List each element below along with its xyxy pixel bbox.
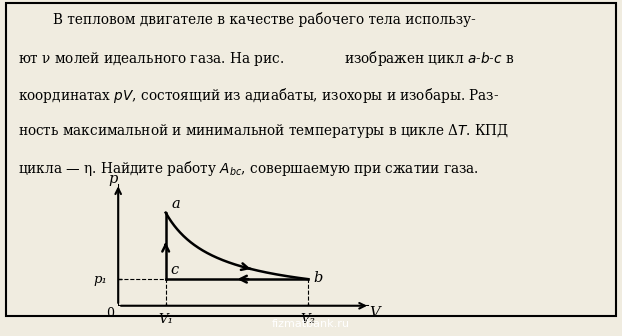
Text: p: p <box>109 172 118 185</box>
Text: b: b <box>313 271 322 285</box>
Text: a: a <box>172 197 180 211</box>
Text: В тепловом двигателе в качестве рабочего тела использу-: В тепловом двигателе в качестве рабочего… <box>19 12 476 27</box>
Text: 0: 0 <box>106 307 114 320</box>
Text: ность максимальной и минимальной температуры в цикле Δ$T$. КПД: ность максимальной и минимальной темпера… <box>19 122 509 140</box>
Text: V₁: V₁ <box>158 313 173 326</box>
Text: V₂: V₂ <box>300 313 316 326</box>
FancyBboxPatch shape <box>6 3 616 316</box>
Text: p₁: p₁ <box>94 272 108 286</box>
Text: координатах $p$$V$, состоящий из адиабаты, изохоры и изобары. Раз-: координатах $p$$V$, состоящий из адиабат… <box>19 86 500 105</box>
Text: ют ν молей идеального газа. На рис.              изображен цикл $a$-$b$-$c$ в: ют ν молей идеального газа. На рис. изоб… <box>19 49 515 68</box>
Text: c: c <box>170 262 179 277</box>
Text: цикла — η. Найдите работу $A_{bc}$, совершаемую при сжатии газа.: цикла — η. Найдите работу $A_{bc}$, сове… <box>19 159 480 178</box>
Text: V: V <box>369 306 380 320</box>
Text: fizmatbank.ru: fizmatbank.ru <box>272 319 350 329</box>
